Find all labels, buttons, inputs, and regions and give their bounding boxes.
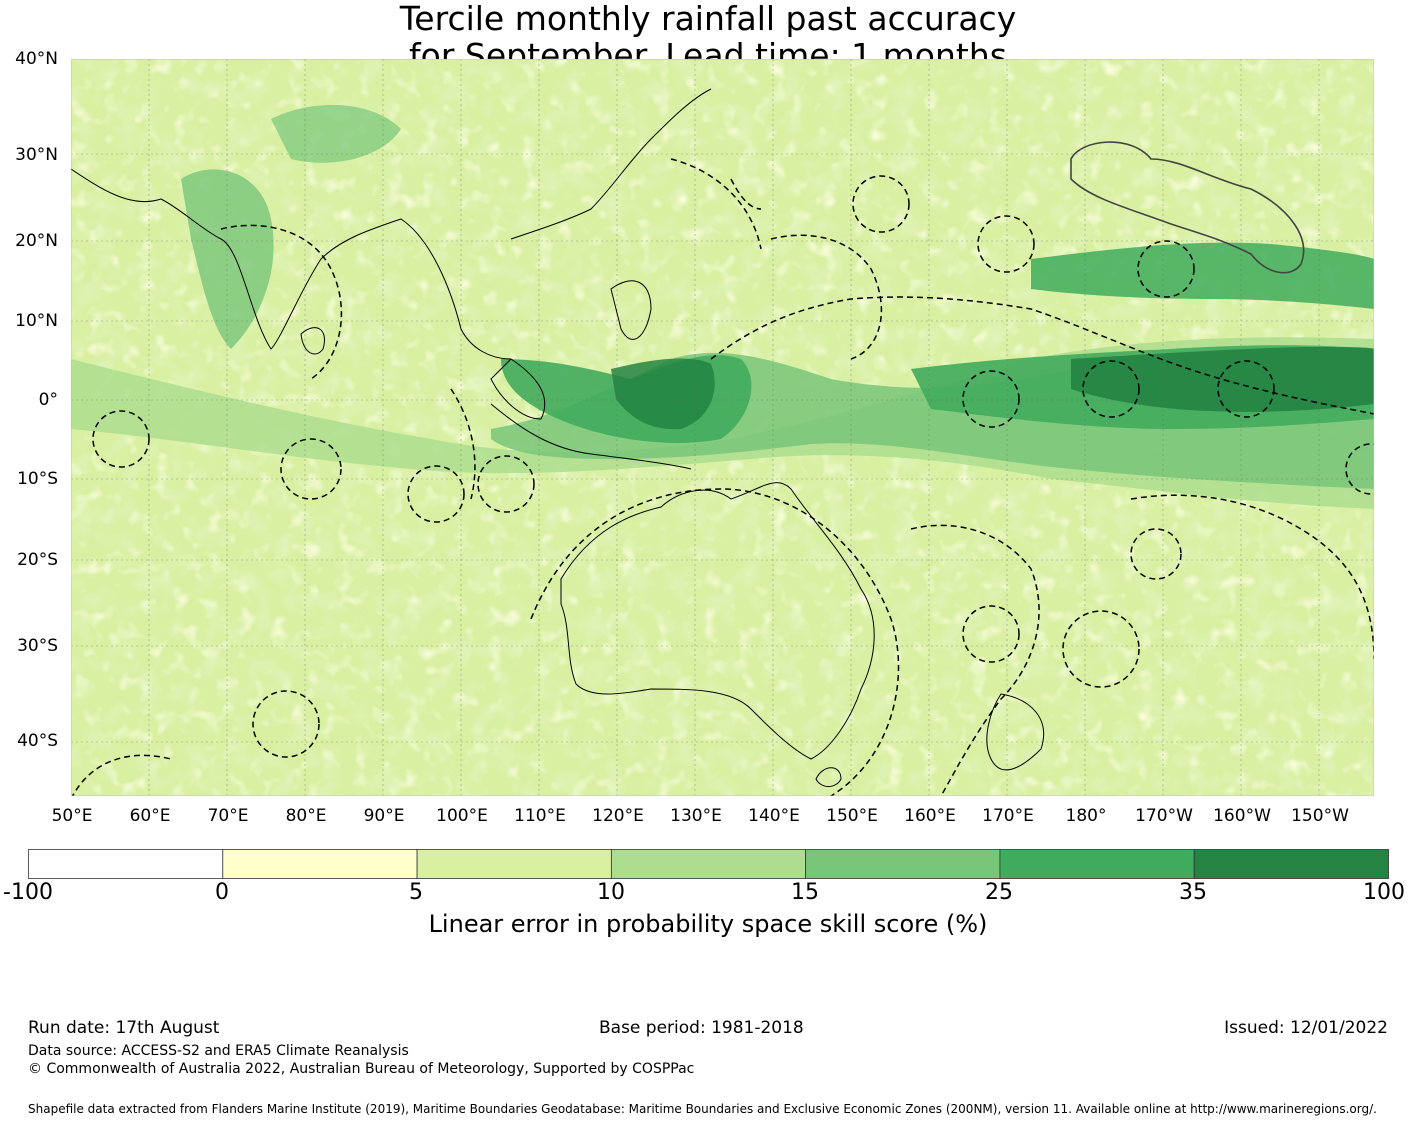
copyright: © Commonwealth of Australia 2022, Austra… <box>28 1061 695 1077</box>
colorbar-tick-10: 10 <box>597 880 625 905</box>
lon-label-170w: 170°W <box>1135 806 1193 826</box>
lat-label-40n: 40°N <box>15 49 58 69</box>
colorbar-tick-0: 0 <box>215 880 229 905</box>
lat-label-equator: 0° <box>38 390 58 410</box>
lon-label-60e: 60°E <box>129 806 171 826</box>
lon-label-160w: 160°W <box>1213 806 1271 826</box>
lon-label-150w: 150°W <box>1291 806 1349 826</box>
colorbar-box-3 <box>610 849 807 879</box>
lat-label-30s: 30°S <box>17 636 58 656</box>
data-source: Data source: ACCESS-S2 and ERA5 Climate … <box>28 1043 409 1059</box>
colorbar-box-5 <box>999 849 1195 879</box>
shapefile-credit: Shapefile data extracted from Flanders M… <box>28 1102 1377 1116</box>
colorbar-tick-35: 35 <box>1179 880 1207 905</box>
lon-label-80e: 80°E <box>285 806 327 826</box>
colorbar-label: Linear error in probability space skill … <box>428 910 988 938</box>
lon-label-130e: 130°E <box>670 806 722 826</box>
lon-label-110e: 110°E <box>514 806 566 826</box>
lon-label-170e: 170°E <box>982 806 1034 826</box>
lon-label-100e: 100°E <box>436 806 488 826</box>
lon-label-160e: 160°E <box>904 806 956 826</box>
lat-label-10s: 10°S <box>17 469 58 489</box>
colorbar-tick-100: 100 <box>1363 880 1405 905</box>
colorbar-tick-25: 25 <box>985 880 1013 905</box>
colorbar-box-6 <box>1193 849 1389 879</box>
colorbar-box-0 <box>28 849 224 879</box>
colorbar-box-1 <box>222 849 418 879</box>
base-period: Base period: 1981-2018 <box>599 1018 804 1038</box>
lon-label-120e: 120°E <box>592 806 644 826</box>
graticule <box>71 59 1374 796</box>
map-title-line-1: Tercile monthly rainfall past accuracy <box>399 0 1017 38</box>
coastlines <box>71 88 1045 787</box>
lat-label-20n: 20°N <box>15 231 58 251</box>
lon-label-90e: 90°E <box>363 806 405 826</box>
lon-label-50e: 50°E <box>51 806 93 826</box>
skill-score-map <box>71 59 1374 796</box>
lon-label-180: 180° <box>1065 806 1107 826</box>
lon-label-70e: 70°E <box>207 806 249 826</box>
colorbar-tick-15: 15 <box>791 880 819 905</box>
colorbar-tick-5: 5 <box>409 880 423 905</box>
maritime-boundaries <box>71 158 1374 796</box>
issued-date: Issued: 12/01/2022 <box>1224 1018 1388 1038</box>
lat-label-10n: 10°N <box>15 311 58 331</box>
lon-label-140e: 140°E <box>748 806 800 826</box>
lon-label-150e: 150°E <box>826 806 878 826</box>
lat-label-30n: 30°N <box>15 145 58 165</box>
colorbar-box-4 <box>805 849 1001 879</box>
solid-eez-boundary <box>1070 141 1305 274</box>
colorbar <box>28 849 1389 879</box>
colorbar-tick-minus100: -100 <box>3 880 53 905</box>
high-skill-bands <box>71 105 1374 509</box>
run-date: Run date: 17th August <box>28 1018 220 1038</box>
lat-label-40s: 40°S <box>17 731 58 751</box>
lat-label-20s: 20°S <box>17 550 58 570</box>
colorbar-box-2 <box>416 849 612 879</box>
